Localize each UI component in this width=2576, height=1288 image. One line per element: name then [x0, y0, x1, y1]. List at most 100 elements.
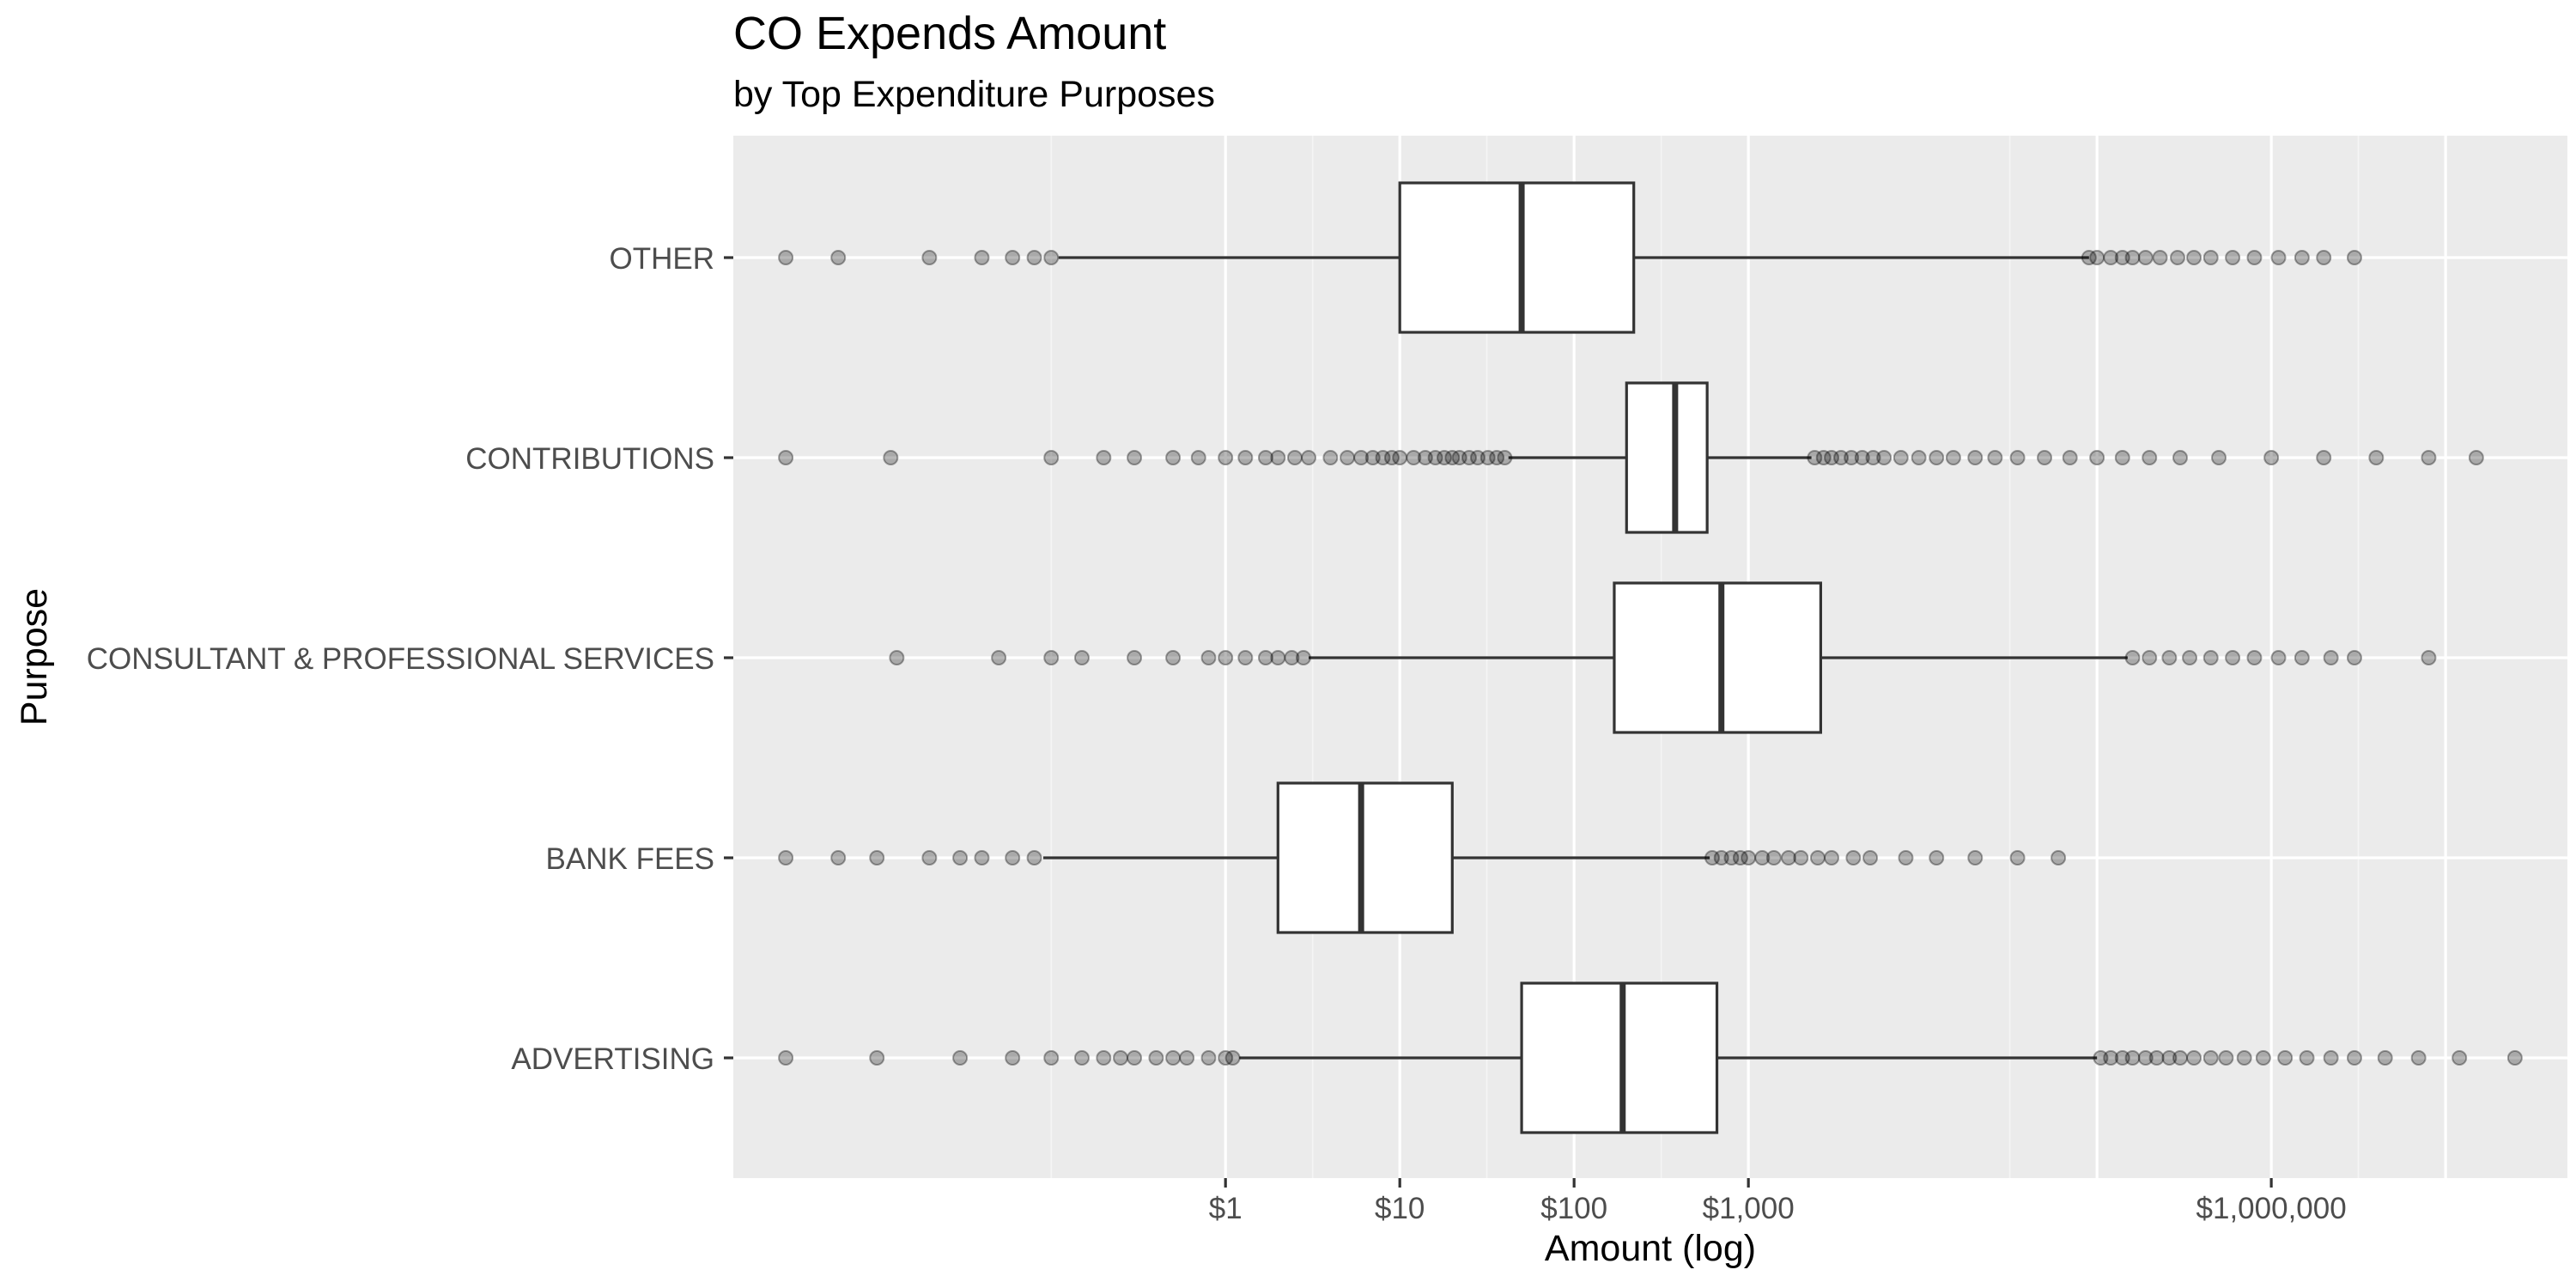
outlier-point — [2293, 250, 2310, 265]
outlier-point — [2124, 1050, 2141, 1066]
outlier-point — [1224, 1050, 1241, 1066]
outlier-point — [1876, 450, 1893, 465]
outlier-point — [1967, 850, 1984, 866]
outlier-point — [1113, 1050, 1129, 1066]
outlier-point — [1704, 850, 1721, 866]
box-iqr — [1398, 181, 1636, 334]
outlier-point — [2236, 1050, 2252, 1066]
outlier-point — [2506, 1050, 2523, 1066]
outlier-point — [1043, 650, 1060, 665]
outlier-point — [1780, 850, 1796, 866]
outlier-point — [1807, 450, 1823, 465]
outlier-point — [1844, 450, 1860, 465]
outlier-point — [2202, 250, 2219, 265]
outlier-point — [1893, 450, 1909, 465]
outlier-point — [1824, 850, 1840, 866]
chart-subtitle: by Top Expenditure Purposes — [733, 74, 1215, 115]
outlier-point — [2468, 450, 2484, 465]
outlier-point — [2246, 650, 2263, 665]
outlier-point — [2277, 1050, 2293, 1066]
outlier-point — [2202, 1050, 2219, 1066]
y-tick-label: OTHER — [610, 242, 715, 276]
outlier-point — [1200, 1050, 1217, 1066]
outlier-point — [1322, 450, 1339, 465]
box-marks — [778, 181, 2523, 1134]
outlier-point — [1218, 1050, 1234, 1066]
outlier-point — [1723, 850, 1740, 866]
y-tick-label: BANK FEES — [546, 842, 714, 876]
outlier-point — [1096, 1050, 1112, 1066]
outlier-point — [2202, 650, 2219, 665]
outlier-point — [1444, 450, 1461, 465]
outlier-point — [1862, 850, 1879, 866]
chart-title: CO Expends Amount — [733, 8, 1167, 59]
outlier-point — [2225, 650, 2241, 665]
outlier-point — [1026, 850, 1042, 866]
outlier-point — [1165, 450, 1182, 465]
outlier-point — [2410, 1050, 2427, 1066]
outlier-point — [2103, 250, 2119, 265]
outlier-point — [1833, 450, 1850, 465]
outlier-point — [2421, 650, 2437, 665]
outlier-point — [1824, 450, 1840, 465]
outlier-point — [1732, 850, 1748, 866]
outlier-point — [1461, 450, 1477, 465]
outlier-point — [1754, 850, 1771, 866]
outlier-point — [889, 650, 905, 665]
y-axis: OTHER CONTRIBUTIONS CONSULTANT & PROFESSIO… — [87, 242, 733, 1076]
outlier-point — [830, 250, 847, 265]
outlier-point — [1127, 650, 1143, 665]
outlier-point — [1127, 450, 1143, 465]
outlier-point — [1179, 1050, 1195, 1066]
outlier-point — [1127, 1050, 1143, 1066]
outlier-point — [2323, 1050, 2339, 1066]
outlier-point — [1043, 450, 1060, 465]
outlier-point — [1340, 450, 1356, 465]
outlier-point — [921, 250, 938, 265]
outlier-point — [2172, 450, 2188, 465]
outlier-point — [2170, 250, 2186, 265]
outlier-point — [1073, 650, 1090, 665]
box-group — [778, 381, 2484, 534]
outlier-point — [2299, 1050, 2315, 1066]
outlier-point — [1898, 850, 1914, 866]
outlier-point — [2255, 1050, 2271, 1066]
box-group — [889, 581, 2437, 734]
outlier-point — [2368, 450, 2385, 465]
outlier-point — [1301, 450, 1317, 465]
outlier-point — [869, 1050, 885, 1066]
outlier-point — [1854, 450, 1870, 465]
outlier-point — [2211, 450, 2227, 465]
outlier-point — [1417, 450, 1433, 465]
outlier-point — [2225, 250, 2241, 265]
outlier-point — [1815, 450, 1832, 465]
outlier-point — [1043, 1050, 1060, 1066]
outlier-point — [1809, 850, 1826, 866]
outlier-point — [1005, 1050, 1021, 1066]
outlier-point — [1793, 850, 1809, 866]
outlier-point — [1190, 450, 1206, 465]
outlier-point — [1845, 850, 1862, 866]
outlier-point — [2152, 250, 2168, 265]
outlier-point — [1218, 650, 1234, 665]
outlier-point — [778, 450, 794, 465]
outlier-point — [1043, 250, 1060, 265]
box-group — [778, 981, 2523, 1134]
outlier-point — [1392, 450, 1408, 465]
outlier-point — [1489, 450, 1505, 465]
outlier-point — [2062, 450, 2078, 465]
outlier-point — [2316, 450, 2332, 465]
outlier-point — [1073, 1050, 1090, 1066]
outlier-point — [1200, 650, 1217, 665]
outlier-point — [2142, 450, 2158, 465]
outlier-point — [1295, 650, 1311, 665]
outlier-point — [1286, 450, 1303, 465]
outlier-point — [2142, 650, 2158, 665]
outlier-point — [2186, 1050, 2202, 1066]
y-axis-title: Purpose — [14, 588, 55, 726]
outlier-point — [921, 850, 938, 866]
outlier-point — [883, 450, 899, 465]
outlier-point — [830, 850, 847, 866]
outlier-point — [2124, 650, 2141, 665]
outlier-point — [2323, 650, 2339, 665]
